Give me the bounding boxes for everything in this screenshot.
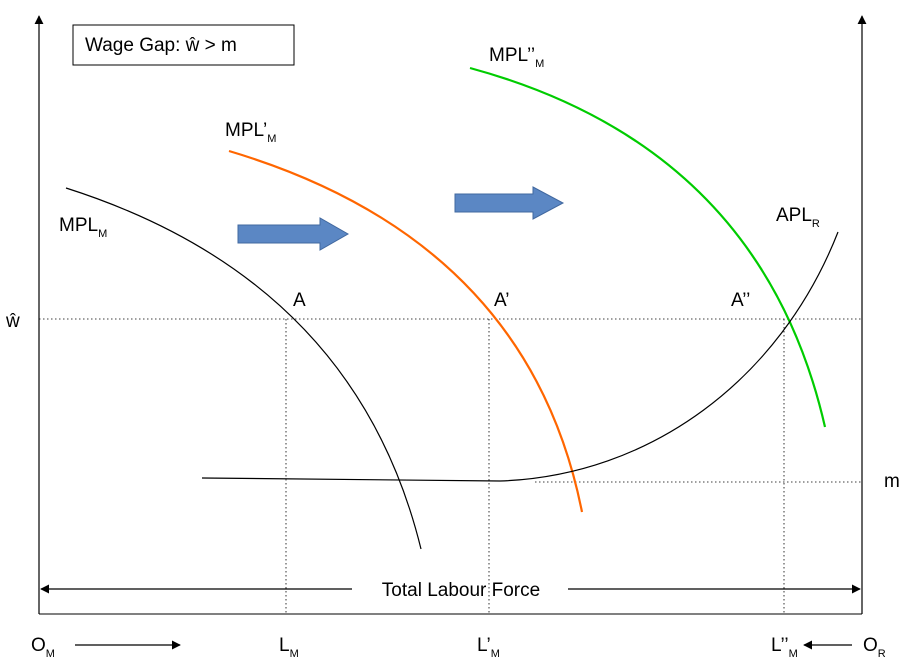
title-text: Wage Gap: ŵ > m bbox=[85, 35, 237, 56]
mpl1-m-curve bbox=[228, 149, 584, 513]
apl-r-curve bbox=[201, 231, 839, 482]
or-label: OR bbox=[863, 635, 886, 660]
l2m-label: L’’M bbox=[771, 635, 798, 660]
mpl-m-label: MPLM bbox=[59, 215, 107, 240]
shift-arrow-1 bbox=[237, 217, 350, 251]
total-labour-force-label: Total Labour Force bbox=[382, 580, 540, 601]
om-label: OM bbox=[31, 635, 55, 660]
mpl1-m-label: MPL’M bbox=[225, 120, 276, 145]
mpl2-m-curve bbox=[469, 66, 827, 428]
shift-arrow-2 bbox=[454, 186, 565, 220]
apl-r-label: APLR bbox=[776, 205, 820, 230]
title-box bbox=[72, 24, 295, 66]
m-label: m bbox=[884, 471, 900, 492]
w-hat-label: ŵ bbox=[5, 311, 20, 332]
point-a2-label: A’’ bbox=[731, 290, 750, 311]
l1m-label: L’M bbox=[477, 635, 500, 660]
point-a-label: A bbox=[293, 290, 306, 311]
point-a1-label: A’ bbox=[494, 290, 509, 311]
mpl-m-curve bbox=[65, 187, 422, 550]
lm-label: LM bbox=[279, 635, 299, 660]
mpl2-m-label: MPL’’M bbox=[489, 45, 544, 70]
